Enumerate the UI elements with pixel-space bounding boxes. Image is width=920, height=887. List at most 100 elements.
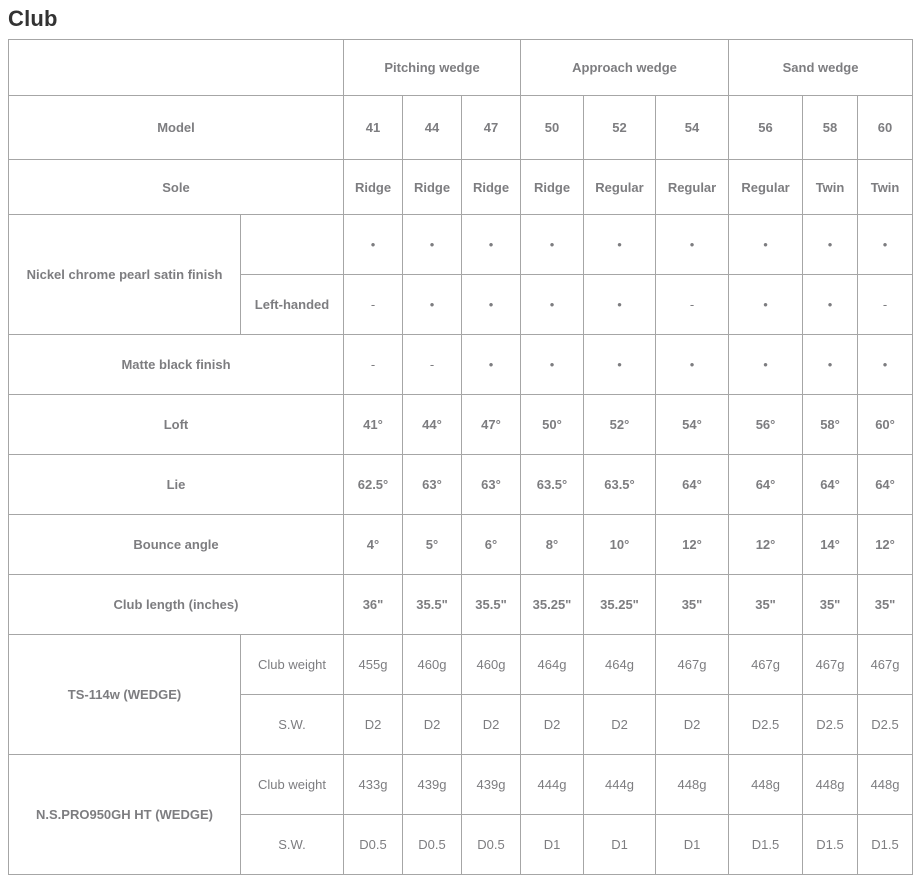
bounce-cell: 12° [857,514,914,575]
loft-cell: 50° [520,394,584,455]
nickel-finish-cell: • [461,214,521,275]
length-cell: 35.25" [583,574,656,635]
nspro-sw-cell: D1 [654,814,730,875]
row-label-matte-finish: Matte black finish [8,334,344,395]
nickel-finish-left-handed-row: Left-handed - • • • • - • • - [9,274,914,335]
nspro-sw-cell: D1 [583,814,656,875]
nickel-finish-lh-cell: - [857,274,914,335]
sole-cell: Regular [728,159,804,215]
sublabel-sw: S.W. [240,694,344,755]
row-label-nspro950gh: N.S.PRO950GH HT (WEDGE) [8,754,241,875]
nspro-weight-cell: 433g [343,754,403,815]
lie-cell: 64° [654,454,730,515]
row-label-model: Model [8,95,344,160]
lie-cell: 63.5° [520,454,584,515]
lie-row: Lie 62.5° 63° 63° 63.5° 63.5° 64° 64° 64… [8,454,914,515]
loft-cell: 54° [654,394,730,455]
nickel-finish-cell: • [583,214,656,275]
column-group-header-row: Pitching wedge Approach wedge Sand wedge [8,39,914,96]
ts114w-sw-cell: D2 [520,694,584,755]
nickel-finish-cell: • [343,214,403,275]
nspro-sw-cell: D1.5 [728,814,804,875]
nickel-finish-lh-cell: • [728,274,804,335]
lie-cell: 63.5° [583,454,656,515]
ts114w-sw-cell: D2 [654,694,730,755]
ts114w-sw-cell: D2 [461,694,521,755]
loft-row: Loft 41° 44° 47° 50° 52° 54° 56° 58° 60° [8,394,914,455]
lie-cell: 64° [728,454,804,515]
nspro-sw-cell: D1.5 [802,814,859,875]
sublabel-club-weight: Club weight [240,634,344,695]
bounce-cell: 5° [402,514,462,575]
nickel-finish-lh-cell: • [520,274,584,335]
row-label-loft: Loft [8,394,344,455]
model-cell: 44 [402,95,462,160]
bounce-cell: 4° [343,514,403,575]
loft-cell: 60° [857,394,914,455]
lie-cell: 64° [802,454,859,515]
matte-finish-cell: - [402,334,462,395]
ts114w-weight-cell: 464g [583,634,656,695]
sublabel-sw: S.W. [240,814,344,875]
nspro-weight-cell: 444g [520,754,584,815]
row-label-lie: Lie [8,454,344,515]
nspro-weight-cell: 439g [402,754,462,815]
nspro-sw-cell: D1.5 [857,814,914,875]
nickel-finish-lh-cell: • [583,274,656,335]
nspro-sw-cell: D1 [520,814,584,875]
ts114w-weight-cell: 467g [654,634,730,695]
length-cell: 35" [802,574,859,635]
loft-cell: 47° [461,394,521,455]
ts114w-sw-cell: D2 [402,694,462,755]
nspro950gh-club-weight-row: N.S.PRO950GH HT (WEDGE) Club weight 433g… [8,754,914,875]
model-cell: 60 [857,95,914,160]
model-cell: 58 [802,95,859,160]
corner-empty-cell [8,39,344,96]
model-cell: 52 [583,95,656,160]
nspro-sw-cell: D0.5 [402,814,462,875]
ts114w-sw-cell: D2 [583,694,656,755]
sublabel-club-weight: Club weight [240,754,344,815]
loft-cell: 52° [583,394,656,455]
lie-cell: 62.5° [343,454,403,515]
model-cell: 56 [728,95,804,160]
sole-cell: Ridge [520,159,584,215]
nickel-finish-lh-cell: - [654,274,730,335]
model-cell: 47 [461,95,521,160]
model-row: Model 41 44 47 50 52 54 56 58 60 [8,95,914,160]
model-cell: 54 [654,95,730,160]
bounce-cell: 12° [728,514,804,575]
nspro-weight-cell: 448g [654,754,730,815]
nspro-sw-cell: D0.5 [461,814,521,875]
nickel-finish-row: Nickel chrome pearl satin finish • • • •… [8,214,914,335]
nickel-finish-cell: • [802,214,859,275]
nickel-finish-lh-cell: • [461,274,521,335]
nickel-finish-cell: • [654,214,730,275]
nickel-finish-cell: • [728,214,804,275]
bounce-cell: 12° [654,514,730,575]
row-label-sole: Sole [8,159,344,215]
nickel-finish-sublabel-empty [240,214,344,275]
sole-cell: Ridge [461,159,521,215]
sole-cell: Ridge [402,159,462,215]
ts114w-sw-cell: D2.5 [857,694,914,755]
nickel-finish-lh-cell: • [402,274,462,335]
bounce-angle-row: Bounce angle 4° 5° 6° 8° 10° 12° 12° 14°… [8,514,914,575]
matte-finish-cell: • [857,334,914,395]
model-cell: 50 [520,95,584,160]
nspro-weight-cell: 448g [802,754,859,815]
loft-cell: 44° [402,394,462,455]
length-cell: 35.25" [520,574,584,635]
lie-cell: 63° [461,454,521,515]
loft-cell: 41° [343,394,403,455]
bounce-cell: 10° [583,514,656,575]
nspro950gh-sw-row: S.W. D0.5 D0.5 D0.5 D1 D1 D1 D1.5 D1.5 D… [9,814,914,875]
ts114w-sw-cell: D2.5 [728,694,804,755]
ts114w-sw-cell: D2 [343,694,403,755]
bounce-cell: 8° [520,514,584,575]
sole-cell: Ridge [343,159,403,215]
page-title: Club [8,6,58,31]
length-cell: 35.5" [461,574,521,635]
lie-cell: 63° [402,454,462,515]
model-cell: 41 [343,95,403,160]
